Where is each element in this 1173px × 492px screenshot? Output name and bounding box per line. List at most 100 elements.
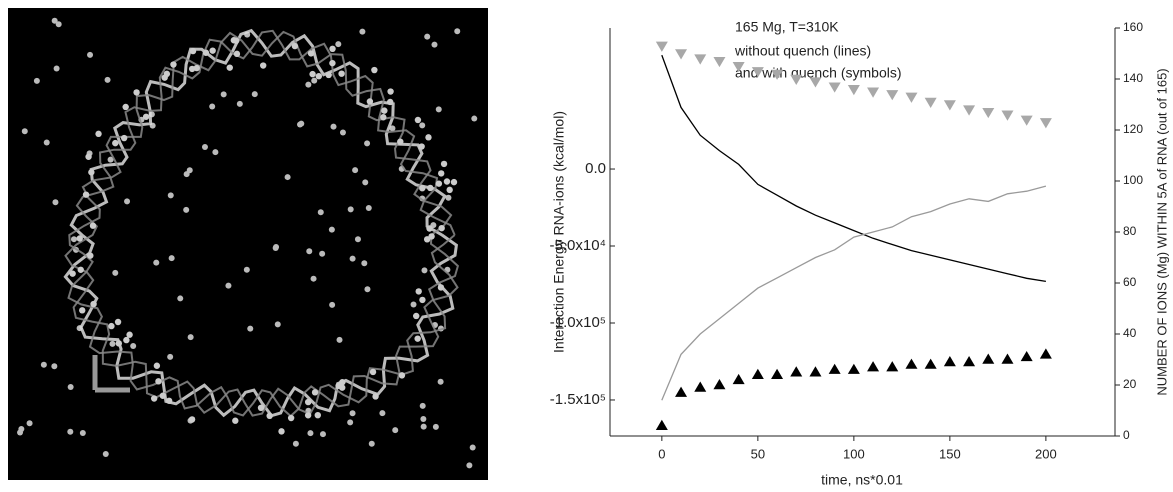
rna-ribbon (63, 28, 459, 418)
ion (335, 382, 342, 389)
ion (311, 77, 318, 84)
ion (435, 180, 443, 187)
ion (469, 444, 476, 451)
y-tick-label: -5.0x10⁴ (550, 237, 606, 254)
x-tick-label: 50 (751, 446, 765, 461)
ion (454, 28, 461, 35)
ion (314, 411, 321, 419)
data-point (828, 363, 841, 374)
data-point (867, 87, 880, 98)
ion (309, 70, 316, 78)
data-point (713, 56, 726, 68)
ion (438, 170, 445, 177)
y2-tick-label: 80 (1123, 224, 1137, 238)
ion (424, 33, 431, 40)
ion (167, 192, 174, 199)
ion (193, 64, 200, 72)
ion (114, 318, 122, 326)
ion (177, 295, 184, 302)
x-tick-label: 0 (658, 446, 665, 461)
ion (419, 122, 426, 129)
ion (123, 336, 130, 344)
ion (212, 149, 219, 156)
ion (414, 116, 422, 124)
ion (102, 450, 109, 457)
data-point (1020, 350, 1033, 362)
axes-gizmo (92, 355, 130, 393)
ion (418, 143, 425, 150)
data-point (905, 92, 918, 103)
ion (287, 414, 295, 422)
ion (414, 335, 421, 342)
y2-axis-label: NUMBER OF IONS (Mg) WITHIN 5A of RNA (ou… (1154, 68, 1169, 395)
ion (381, 107, 388, 114)
ion (33, 77, 40, 84)
ion (387, 88, 394, 95)
ion (183, 171, 190, 178)
ion (52, 199, 59, 206)
ion (183, 206, 190, 213)
data-point (751, 368, 764, 379)
ion (349, 410, 356, 417)
y2-tick-label: 160 (1123, 20, 1143, 34)
data-point (963, 356, 976, 367)
ion (419, 402, 426, 409)
ion (413, 312, 420, 320)
data-point (694, 381, 707, 392)
data-point (943, 356, 956, 367)
ion (420, 423, 427, 430)
ion (130, 342, 137, 349)
ion (79, 307, 86, 314)
ion (43, 139, 50, 146)
ion (329, 59, 336, 67)
ion (278, 428, 285, 435)
data-point (886, 90, 899, 101)
data-point (732, 62, 745, 73)
ion (339, 129, 346, 136)
ion (364, 140, 371, 147)
data-point (1001, 353, 1014, 364)
ion (389, 125, 396, 132)
ion (26, 420, 33, 427)
ion (397, 138, 404, 145)
annotation: 165 Mg, T=310K (735, 19, 839, 35)
ion (306, 248, 313, 255)
ion (89, 222, 97, 229)
data-point (751, 67, 764, 78)
x-tick-label: 200 (1035, 446, 1057, 461)
ion (445, 194, 452, 201)
ion (415, 288, 422, 295)
y2-tick-label: 60 (1123, 275, 1137, 289)
ion (319, 250, 326, 257)
ion (349, 255, 356, 262)
ion (317, 209, 324, 216)
ion (21, 128, 28, 135)
ion (273, 244, 280, 251)
ion (209, 103, 216, 110)
ion (372, 393, 379, 400)
data-point (771, 69, 784, 80)
ion (398, 372, 406, 379)
ion (421, 267, 428, 274)
data-point (847, 363, 860, 374)
annotation: without quench (lines) (734, 43, 871, 59)
ion (354, 236, 361, 243)
ion (419, 296, 426, 304)
data-point (655, 41, 668, 52)
ion (471, 115, 478, 122)
y-tick-label: -1.5x10⁵ (550, 391, 606, 408)
ion (232, 417, 239, 424)
ion (51, 363, 58, 370)
ion (431, 41, 438, 48)
data-point (732, 373, 745, 385)
ion (362, 179, 369, 186)
ion (85, 153, 92, 160)
ion (170, 61, 177, 68)
data-point (675, 49, 688, 60)
data-point (809, 77, 822, 88)
ion (329, 301, 336, 308)
ion (259, 62, 267, 69)
ion (284, 174, 291, 181)
data-point (1001, 110, 1014, 121)
